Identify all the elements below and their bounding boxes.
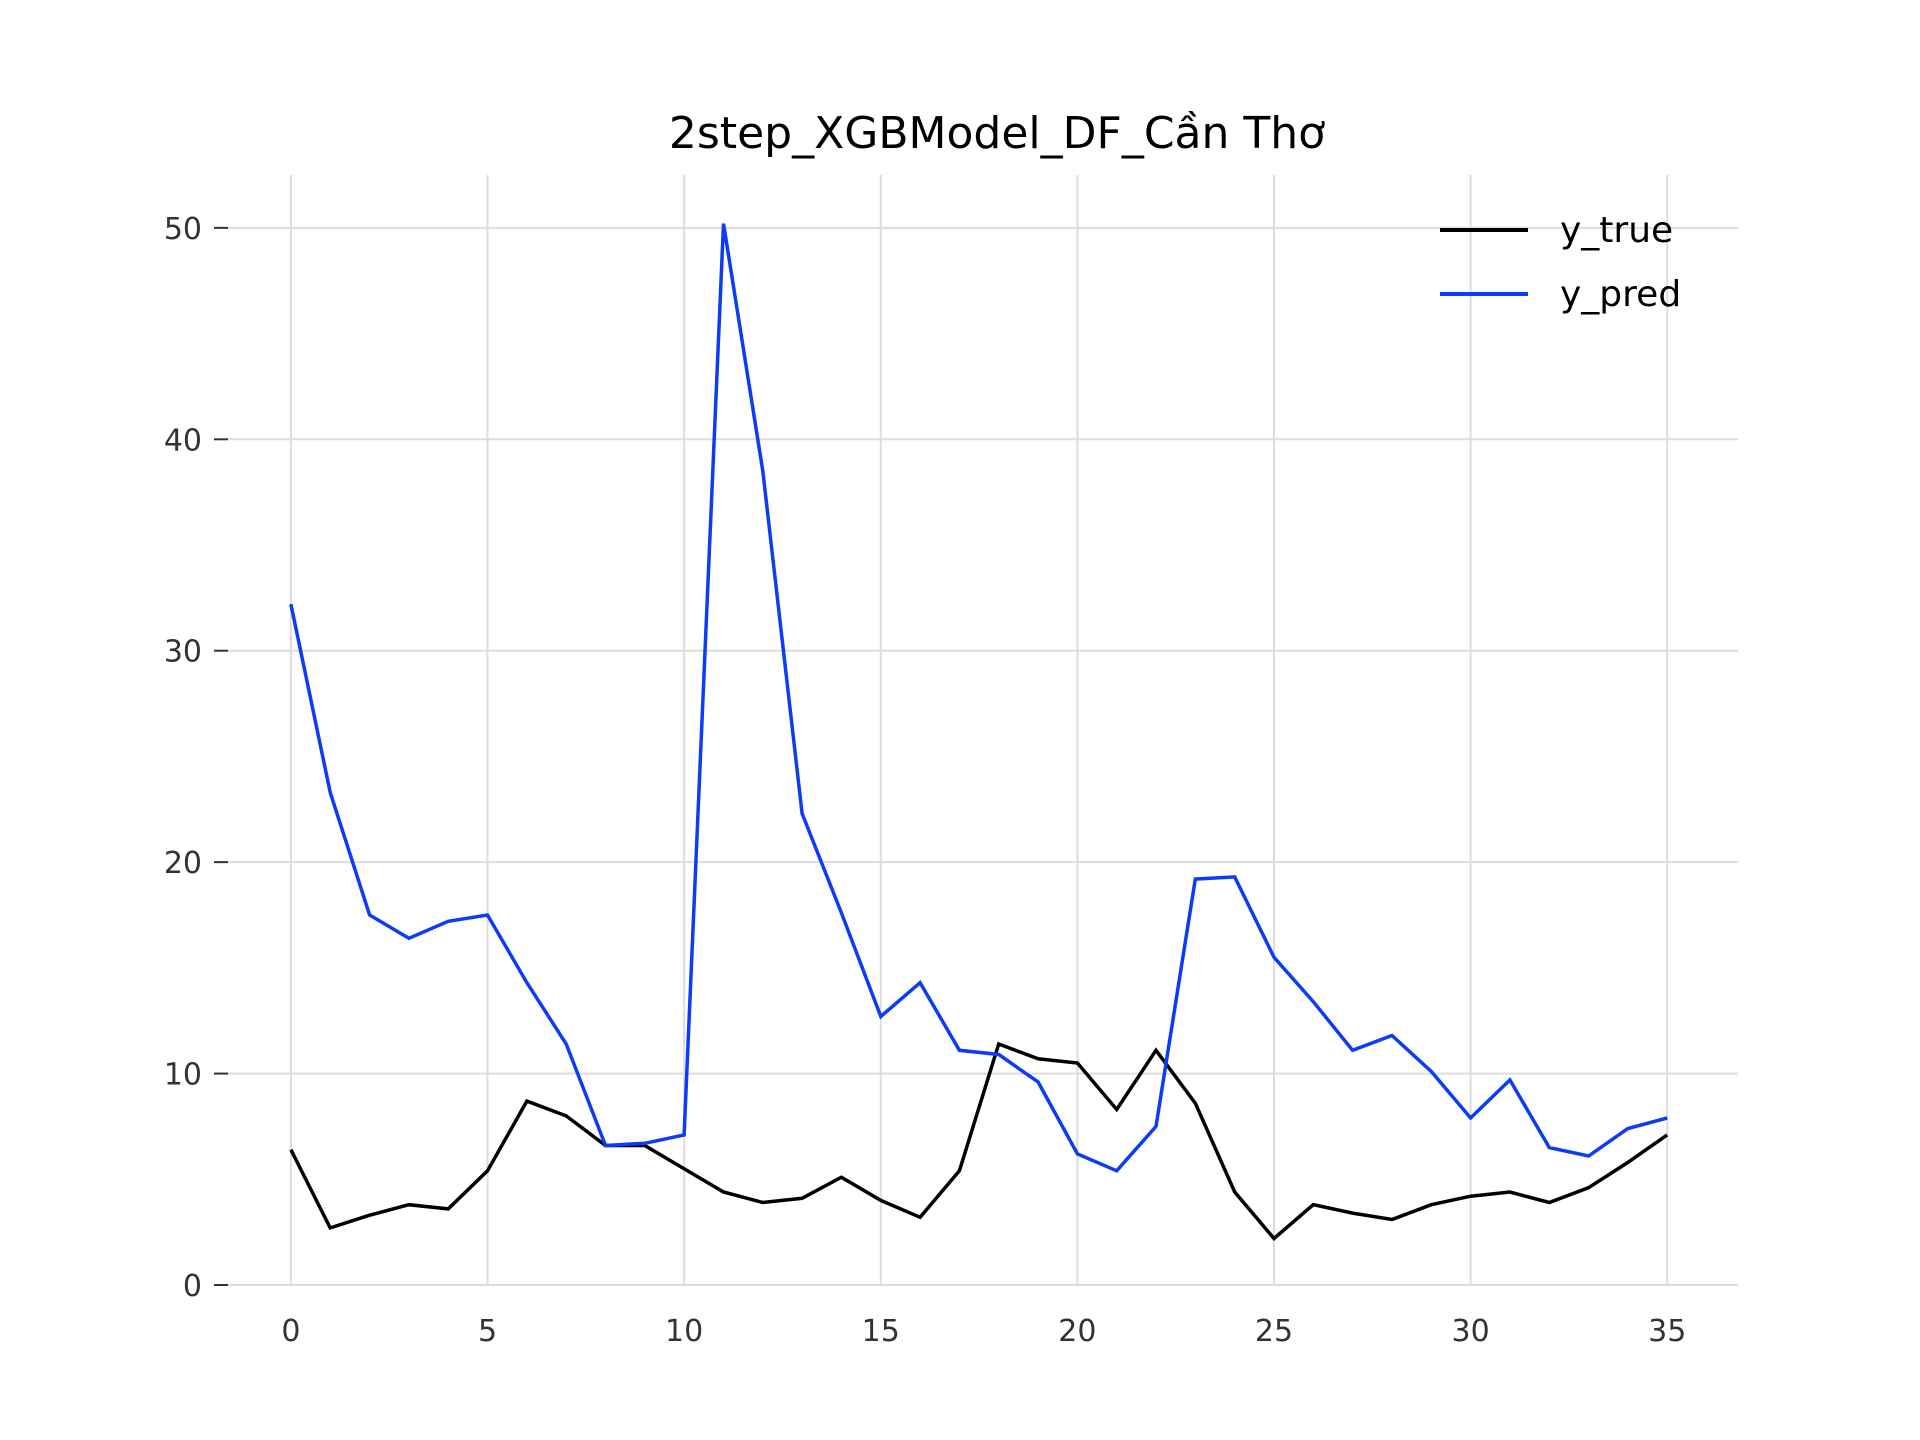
chart-title: 2step_XGBModel_DF_Cần Thơ — [669, 108, 1325, 159]
x-tick-label: 0 — [281, 1314, 300, 1349]
x-tick-label: 20 — [1058, 1314, 1096, 1349]
series-line-y-pred — [289, 223, 1668, 1173]
grid — [228, 175, 1738, 1286]
y-tick-label: 40 — [164, 423, 202, 458]
y-tick-label: 50 — [164, 212, 202, 247]
x-tick-label: 5 — [478, 1314, 497, 1349]
x-tick-label: 25 — [1255, 1314, 1293, 1349]
x-tick-label: 35 — [1648, 1314, 1686, 1349]
y-tick-label: 20 — [164, 846, 202, 881]
x-tick-label: 10 — [665, 1314, 703, 1349]
axes: 0 5 10 15 20 25 30 35 0 10 20 30 40 50 — [164, 212, 1738, 1349]
legend-label: y_true — [1560, 210, 1673, 251]
y-tick-label: 30 — [164, 635, 202, 670]
y-tick-label: 0 — [183, 1269, 202, 1304]
y-tick-label: 10 — [164, 1058, 202, 1093]
series-line-y-true — [289, 1041, 1669, 1241]
legend: y_true y_pred — [1440, 210, 1681, 315]
series-lines — [289, 223, 1669, 1241]
x-tick-label: 30 — [1452, 1314, 1490, 1349]
x-tick-label: 15 — [862, 1314, 900, 1349]
legend-label: y_pred — [1560, 274, 1681, 315]
